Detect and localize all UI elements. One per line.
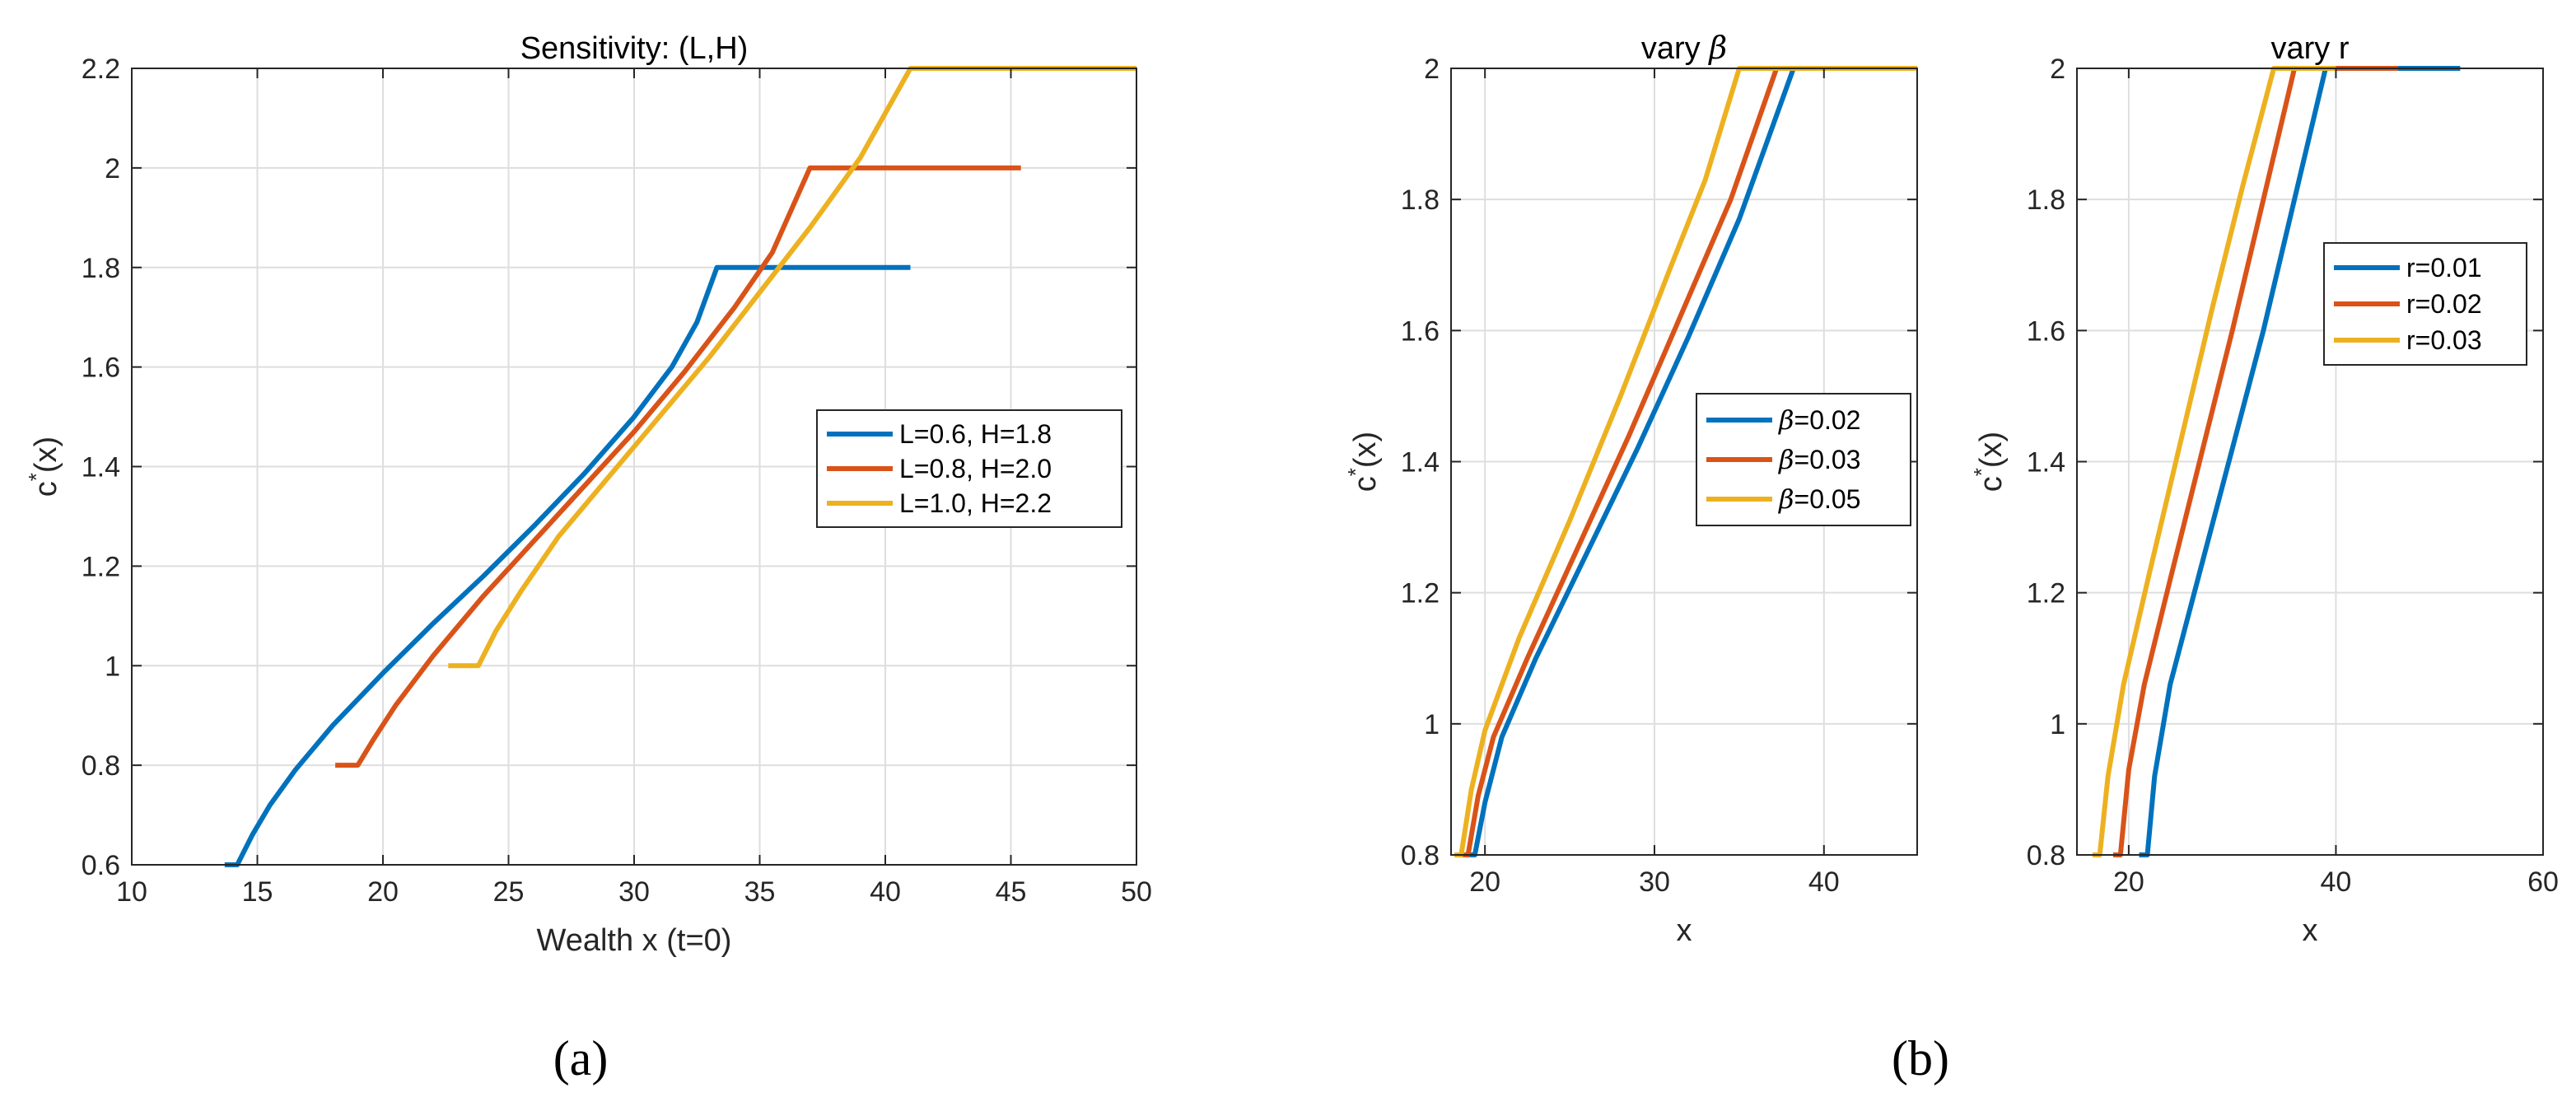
y-tick-label: 1.4 bbox=[1401, 447, 1440, 479]
chart-title: Sensitivity: (L,H) bbox=[520, 31, 749, 66]
y-axis-label: c*(x) bbox=[1343, 432, 1383, 492]
y-tick-label: 0.6 bbox=[82, 850, 120, 881]
legend-entry-1: L=0.8, H=2.0 bbox=[899, 454, 1052, 483]
series-line-1 bbox=[335, 165, 1021, 768]
x-tick-label: 45 bbox=[996, 876, 1027, 908]
y-tick-label: 1.2 bbox=[82, 551, 120, 582]
x-axis-label: x bbox=[2303, 913, 2318, 948]
y-axis-label: c*(x) bbox=[1969, 432, 2009, 492]
y-tick-label: 1.6 bbox=[2027, 315, 2065, 347]
y-tick-label: 1.8 bbox=[1401, 184, 1440, 216]
y-tick-label: 0.8 bbox=[2027, 840, 2065, 871]
legend-entry-0: r=0.01 bbox=[2406, 253, 2482, 283]
x-tick-label: 20 bbox=[1469, 866, 1500, 898]
y-tick-label: 1.6 bbox=[82, 353, 120, 384]
x-tick-label: 30 bbox=[618, 876, 650, 908]
y-tick-label: 1.2 bbox=[2027, 578, 2065, 609]
x-tick-label: 20 bbox=[2113, 866, 2144, 898]
legend-entry-2: r=0.03 bbox=[2406, 325, 2482, 355]
series-line-0 bbox=[2139, 66, 2461, 857]
x-tick-label: 35 bbox=[744, 876, 776, 908]
x-tick-label: 40 bbox=[2321, 866, 2352, 898]
y-tick-label: 1 bbox=[105, 651, 120, 682]
x-tick-label: 40 bbox=[870, 876, 901, 908]
series-line-1 bbox=[1459, 66, 1917, 857]
y-tick-label: 0.8 bbox=[1401, 840, 1440, 871]
legend-entry-1: r=0.02 bbox=[2406, 289, 2482, 319]
y-axis-label: c*(x) bbox=[24, 437, 63, 497]
chart-panel-a: 10 15 20 25 30 35 40 45 50 0.6 0.8 1 1.2 1.4 1.6 1.8 2 2.… bbox=[24, 31, 1152, 958]
x-tick-label: 15 bbox=[242, 876, 273, 908]
y-tick-label: 1.8 bbox=[82, 253, 120, 284]
series-line-2 bbox=[448, 66, 1136, 669]
chart-title: vary β bbox=[1641, 30, 1727, 66]
y-tick-label: 2 bbox=[1424, 54, 1440, 85]
series-line-0 bbox=[224, 264, 911, 867]
legend-entry-0: L=0.6, H=1.8 bbox=[899, 419, 1052, 449]
x-tick-label: 40 bbox=[1808, 866, 1840, 898]
x-tick-label: 25 bbox=[493, 876, 525, 908]
legend-entry-2: β=0.05 bbox=[1778, 483, 1860, 515]
x-tick-label: 20 bbox=[367, 876, 399, 908]
x-tick-label: 50 bbox=[1121, 876, 1152, 908]
y-tick-label: 1 bbox=[2050, 709, 2065, 740]
y-tick-label: 1.8 bbox=[2027, 184, 2065, 216]
legend-entry-1: β=0.03 bbox=[1778, 444, 1860, 475]
chart-panel-vary-beta: 20 30 40 0.8 1 1.2 1.4 1.6 1.8 2 vary β x c*(x) β=0.0… bbox=[1343, 30, 1918, 948]
x-axis-label: x bbox=[1677, 913, 1692, 948]
y-tick-label: 1.2 bbox=[1401, 578, 1440, 609]
legend-entry-2: L=1.0, H=2.2 bbox=[899, 488, 1052, 518]
y-tick-label: 1.6 bbox=[1401, 315, 1440, 347]
series-line-2 bbox=[2092, 66, 2336, 857]
series-line-1 bbox=[2113, 66, 2398, 857]
y-tick-label: 1.4 bbox=[2027, 447, 2065, 479]
caption-b: (b) bbox=[1892, 1031, 1949, 1086]
x-tick-label: 60 bbox=[2527, 866, 2559, 898]
x-axis-label: Wealth x (t=0) bbox=[537, 923, 732, 958]
legend-entry-0: β=0.02 bbox=[1778, 404, 1860, 436]
series-line-0 bbox=[1464, 66, 1917, 857]
chart-title: vary r bbox=[2271, 31, 2350, 66]
caption-a: (a) bbox=[553, 1031, 609, 1086]
y-tick-label: 2 bbox=[2050, 54, 2065, 85]
y-tick-label: 2 bbox=[105, 153, 120, 184]
x-tick-label: 30 bbox=[1639, 866, 1670, 898]
y-tick-label: 2.2 bbox=[82, 54, 120, 85]
y-tick-label: 1.4 bbox=[82, 452, 120, 483]
x-tick-label: 10 bbox=[116, 876, 147, 908]
chart-panel-vary-r: 20 40 60 0.8 1 1.2 1.4 1.6 1.8 2 vary r x c*(x) r=0.0… bbox=[1969, 31, 2559, 948]
y-tick-label: 0.8 bbox=[82, 750, 120, 782]
y-tick-label: 1 bbox=[1424, 709, 1440, 740]
series-line-2 bbox=[1454, 66, 1917, 857]
